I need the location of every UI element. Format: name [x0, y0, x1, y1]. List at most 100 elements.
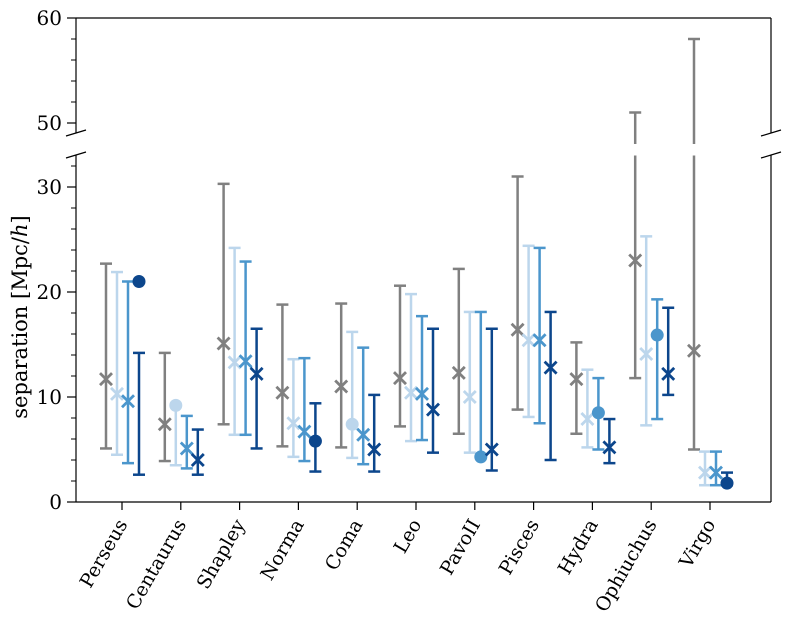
marker-x [569, 372, 584, 387]
data-point-centaurus [157, 351, 172, 463]
marker-x [661, 366, 676, 381]
x-tick-label-pavoii: PavoII [436, 516, 485, 579]
series-4 [132, 275, 734, 490]
data-point-shapley [216, 182, 231, 426]
data-point-perseus [99, 262, 113, 450]
y-tick-label: 60 [37, 6, 62, 30]
marker-x [238, 354, 253, 369]
x-tick-label-coma: Coma [321, 516, 368, 575]
y-tick-label: 0 [49, 490, 62, 514]
marker-x [367, 442, 382, 457]
data-point-hydra [602, 417, 617, 465]
marker-x [426, 402, 440, 417]
data-point-centaurus [169, 398, 183, 467]
data-point-leo [393, 284, 407, 428]
y-tick-label: 20 [37, 280, 62, 304]
marker-x [709, 465, 723, 480]
marker-x [216, 336, 231, 351]
marker-x [510, 322, 525, 337]
data-point-centaurus [190, 428, 205, 476]
data-point-ophiuchus [639, 235, 654, 427]
data-point-coma [356, 346, 371, 466]
x-tick-label-perseus: Perseus [76, 516, 133, 592]
marker-x [543, 360, 558, 375]
data-point-leo [415, 314, 429, 442]
axis-break-marks [65, 129, 782, 159]
data-point-norma [275, 303, 290, 448]
marker-x [249, 366, 264, 381]
marker-x [179, 441, 194, 456]
marker-circle [474, 450, 488, 464]
y-tick-label: 30 [37, 175, 62, 199]
marker-x [99, 372, 113, 387]
break-mark-upper-right [760, 129, 782, 137]
marker-x [157, 417, 172, 432]
data-point-ophiuchus [628, 111, 643, 380]
data-point-hydra [580, 368, 595, 449]
marker-x [286, 416, 301, 431]
marker-x [484, 442, 499, 457]
data-point-pisces [543, 310, 558, 462]
marker-x [404, 385, 418, 400]
marker-x [639, 346, 654, 361]
marker-x [275, 385, 290, 400]
data-point-ophiuchus [661, 306, 676, 397]
data-point-perseus [110, 270, 124, 456]
data-point-shapley [227, 246, 242, 437]
data-point-perseus [132, 275, 146, 476]
marker-x [393, 371, 407, 386]
data-point-shapley [238, 260, 253, 437]
lower-y-ticks: 30 20 10 0 [37, 165, 76, 514]
marker-x [698, 465, 712, 480]
break-mark-lower-right [760, 151, 782, 159]
marker-circle [169, 398, 183, 412]
data-point-centaurus [179, 414, 194, 470]
data-point-coma [334, 302, 349, 449]
marker-x [110, 386, 124, 401]
data-point-norma [297, 356, 312, 463]
marker-circle [650, 328, 664, 342]
y-axis-label: separation [Mpc/h] [8, 215, 32, 418]
x-tick-label-centaurus: Centaurus [122, 516, 191, 614]
data-point-ophiuchus [650, 298, 664, 421]
y-tick-label: 10 [37, 385, 62, 409]
x-tick-label-virgo: Virgo [675, 516, 721, 573]
data-point-coma [345, 330, 359, 460]
marker-circle [345, 417, 359, 431]
marker-x [227, 355, 242, 370]
marker-x [451, 365, 466, 380]
data-point-pavoii [474, 310, 488, 464]
data-point-virgo [709, 450, 723, 487]
x-tick-label-leo: Leo [390, 516, 427, 558]
y-tick-label: 50 [37, 111, 62, 135]
data-point-pisces [532, 246, 547, 425]
x-tick-label-shapley: Shapley [192, 515, 250, 593]
data-point-norma [308, 402, 322, 473]
lower-panel: 30 20 10 0 [37, 155, 772, 514]
marker-x [415, 386, 429, 401]
data-point-coma [367, 393, 382, 473]
marker-x [121, 394, 135, 409]
data-point-pisces [510, 175, 525, 411]
data-point-leo [404, 292, 418, 443]
data-point-virgo [698, 450, 712, 487]
data-point-hydra [569, 341, 584, 435]
upper-y-ticks: 60 50 [37, 6, 76, 135]
data-point-pavoii [462, 310, 477, 454]
break-mark-upper-left [65, 129, 87, 137]
x-tick-label-norma: Norma [256, 516, 308, 585]
marker-x [532, 333, 547, 348]
marker-x [334, 379, 349, 394]
series-3 [121, 246, 723, 487]
series-2 [110, 235, 712, 487]
marker-x [580, 412, 595, 427]
marker-x [356, 427, 371, 442]
data-point-perseus [121, 280, 135, 465]
marker-x [521, 333, 536, 348]
marker-x [297, 424, 312, 439]
marker-x [628, 253, 643, 268]
marker-x [687, 343, 701, 358]
upper-panel: 60 50 [37, 6, 772, 135]
